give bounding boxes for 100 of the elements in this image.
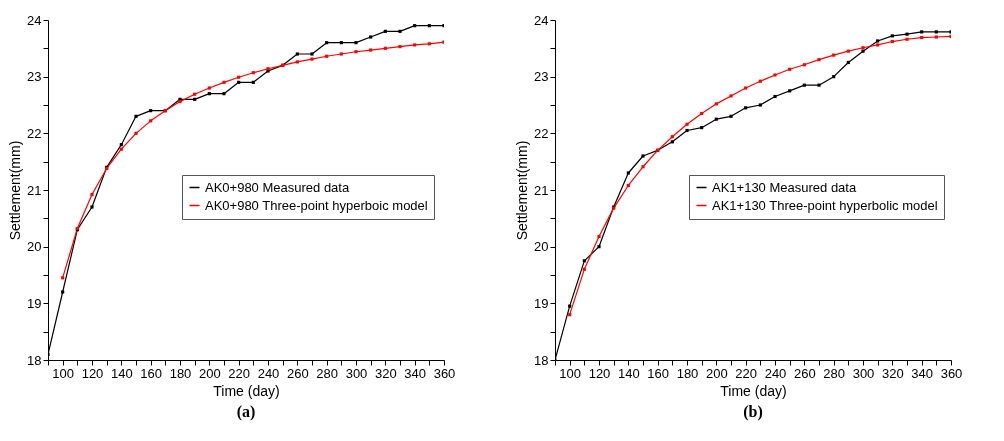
y-tick-label: 22 bbox=[534, 125, 549, 141]
point bbox=[788, 67, 792, 71]
point bbox=[398, 29, 402, 33]
point bbox=[369, 48, 373, 52]
legend-label: AK0+980 Three-point hyperboic model bbox=[205, 197, 428, 213]
point bbox=[846, 49, 850, 53]
x-tick-label: 320 bbox=[881, 365, 904, 381]
y-tick-label: 23 bbox=[27, 69, 42, 85]
x-tick-label: 280 bbox=[316, 365, 339, 381]
point bbox=[61, 290, 65, 294]
point bbox=[758, 79, 762, 83]
point bbox=[61, 276, 65, 280]
y-tick-label: 18 bbox=[534, 352, 549, 368]
point bbox=[920, 35, 924, 40]
point bbox=[729, 94, 733, 98]
point bbox=[413, 43, 417, 47]
x-tick-label: 360 bbox=[433, 365, 456, 381]
x-tick-label: 200 bbox=[705, 365, 728, 381]
point bbox=[729, 114, 733, 118]
point bbox=[670, 140, 674, 144]
point bbox=[758, 103, 762, 107]
point bbox=[582, 267, 586, 271]
x-tick-label: 120 bbox=[588, 365, 611, 381]
point bbox=[149, 109, 153, 113]
point bbox=[207, 92, 211, 96]
point bbox=[354, 50, 358, 54]
point bbox=[222, 92, 226, 96]
point bbox=[295, 52, 299, 56]
point bbox=[325, 54, 329, 58]
x-tick-label: 320 bbox=[374, 365, 397, 381]
x-tick-label: 300 bbox=[345, 365, 368, 381]
point bbox=[876, 43, 880, 47]
y-axis-title: Settlement(mm) bbox=[514, 140, 531, 241]
point bbox=[325, 41, 329, 45]
point bbox=[714, 117, 718, 121]
x-tick-label: 180 bbox=[676, 365, 699, 381]
y-tick-label: 21 bbox=[27, 182, 42, 198]
point bbox=[597, 245, 601, 249]
point bbox=[832, 53, 836, 57]
y-tick-label: 24 bbox=[27, 12, 42, 28]
x-tick-label: 140 bbox=[617, 365, 640, 381]
point bbox=[832, 75, 836, 79]
point bbox=[383, 46, 387, 50]
point bbox=[685, 122, 689, 126]
point bbox=[641, 154, 645, 158]
point bbox=[207, 86, 211, 90]
point bbox=[890, 34, 894, 38]
point bbox=[90, 205, 94, 209]
x-tick-label: 240 bbox=[764, 365, 787, 381]
y-tick-label: 23 bbox=[534, 69, 549, 85]
point bbox=[310, 52, 314, 56]
x-axis-title: Time (day) bbox=[720, 382, 787, 399]
point bbox=[920, 30, 924, 34]
point bbox=[934, 30, 938, 34]
point bbox=[700, 111, 704, 116]
point bbox=[237, 80, 241, 84]
y-tick-label: 21 bbox=[534, 182, 549, 198]
point bbox=[788, 89, 792, 93]
x-tick-label: 200 bbox=[198, 365, 221, 381]
point bbox=[295, 60, 299, 64]
point bbox=[582, 259, 586, 263]
x-tick-label: 340 bbox=[404, 365, 427, 381]
x-tick-label: 260 bbox=[286, 365, 309, 381]
legend-label: AK0+980 Measured data bbox=[205, 179, 350, 195]
y-tick-label: 19 bbox=[534, 295, 549, 311]
y-tick-label: 20 bbox=[27, 239, 42, 255]
x-tick-label: 360 bbox=[940, 365, 963, 381]
x-tick-label: 220 bbox=[228, 365, 251, 381]
point bbox=[802, 63, 806, 67]
x-tick-label: 140 bbox=[110, 365, 133, 381]
point bbox=[817, 58, 821, 62]
legend-label: AK1+130 Three-point hyperbolic model bbox=[712, 197, 938, 213]
x-tick-label: 240 bbox=[257, 365, 280, 381]
point bbox=[383, 29, 387, 33]
point bbox=[700, 126, 704, 130]
point bbox=[773, 73, 777, 77]
point bbox=[670, 135, 674, 139]
point bbox=[251, 80, 255, 84]
point bbox=[90, 192, 94, 197]
point bbox=[369, 35, 373, 39]
point bbox=[568, 313, 572, 317]
x-tick-label: 260 bbox=[793, 365, 816, 381]
point bbox=[876, 39, 880, 43]
text: (b) bbox=[743, 403, 763, 421]
point bbox=[119, 143, 123, 147]
legend-label: AK1+130 Measured data bbox=[712, 179, 857, 195]
point bbox=[134, 114, 138, 118]
point bbox=[427, 42, 431, 46]
x-tick-label: 100 bbox=[559, 365, 582, 381]
x-tick-label: 120 bbox=[81, 365, 104, 381]
point bbox=[237, 75, 241, 79]
point bbox=[802, 83, 806, 87]
x-tick-label: 180 bbox=[169, 365, 192, 381]
point bbox=[641, 165, 645, 169]
point bbox=[193, 92, 197, 96]
point bbox=[817, 83, 821, 87]
y-tick-label: 20 bbox=[534, 239, 549, 255]
x-tick-label: 100 bbox=[52, 365, 75, 381]
point bbox=[568, 304, 572, 308]
point bbox=[413, 24, 417, 28]
